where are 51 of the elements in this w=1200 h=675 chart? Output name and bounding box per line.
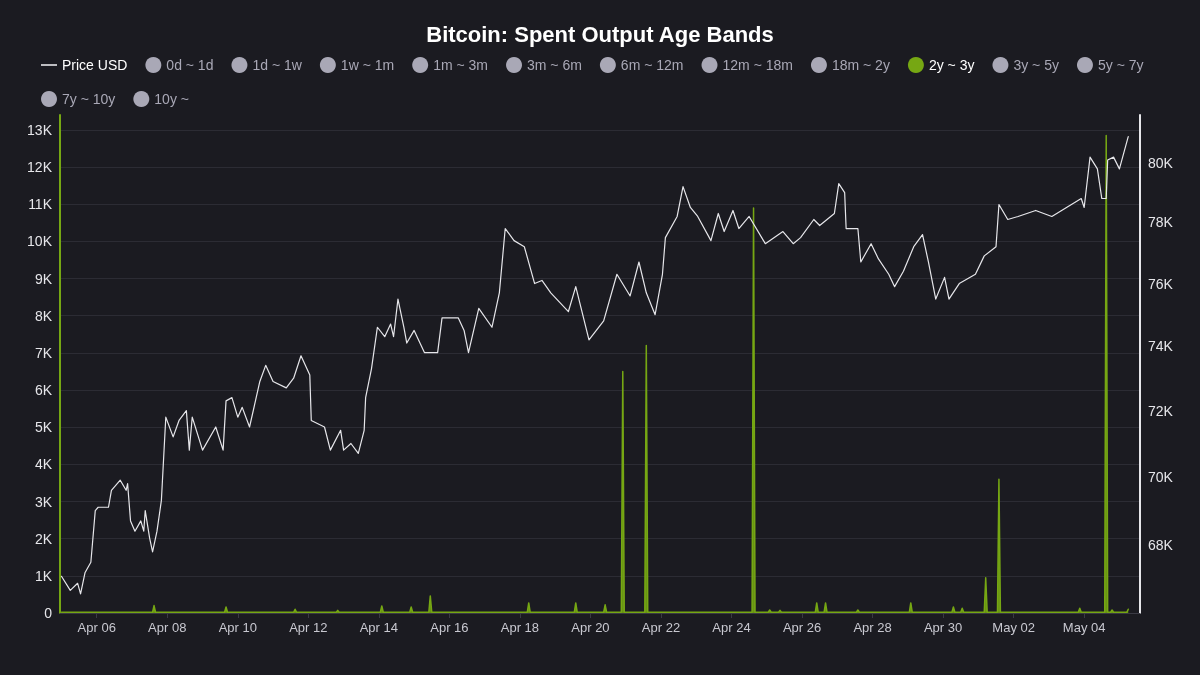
x-tick-label: Apr 10 — [218, 620, 257, 635]
x-tick-label: May 02 — [992, 620, 1035, 635]
legend-label: 1w ~ 1m — [340, 57, 395, 73]
y2-tick-label: 72K — [1148, 402, 1174, 419]
legend-label: 0d ~ 1d — [166, 57, 214, 73]
legend-label: 7y ~ 10y — [62, 91, 116, 107]
x-tick-label: Apr 20 — [571, 620, 610, 635]
x-tick-label: Apr 12 — [289, 620, 328, 635]
x-tick-label: Apr 14 — [359, 620, 399, 635]
y-tick-label: 11K — [28, 196, 53, 213]
y2-tick-label: 76K — [1148, 275, 1174, 292]
legend-label: 12m ~ 18m — [722, 57, 793, 73]
y-tick-label: 7K — [34, 344, 53, 361]
legend-label: 6m ~ 12m — [620, 57, 684, 73]
y-tick-label: 6K — [34, 382, 53, 399]
x-tick-label: May 04 — [1062, 620, 1106, 635]
x-tick-label: Apr 22 — [641, 620, 681, 635]
x-tick-label: Apr 18 — [500, 620, 540, 635]
legend-label: 3m ~ 6m — [527, 57, 582, 73]
legend-label: 5y ~ 7y — [1097, 57, 1144, 73]
x-tick-label: Apr 24 — [712, 620, 751, 635]
y-tick-label: 10K — [27, 233, 53, 250]
y-tick-label: 2K — [34, 530, 53, 547]
legend-label: 1d ~ 1w — [252, 57, 303, 73]
x-tick-label: Apr 30 — [923, 620, 963, 635]
y-tick-label: 9K — [34, 270, 53, 287]
y-tick-label: 5K — [34, 419, 53, 436]
legend-label: 10y ~ — [154, 91, 189, 107]
legend-label: Price USD — [62, 57, 128, 73]
y-tick-label: 12K — [27, 159, 53, 176]
y2-tick-label: 80K — [1148, 154, 1174, 171]
y-tick-label: 4K — [34, 456, 53, 473]
legend-label: 3y ~ 5y — [1013, 57, 1059, 73]
y-tick-label: 13K — [27, 121, 53, 138]
x-tick-label: Apr 08 — [148, 620, 187, 635]
x-tick-label: Apr 16 — [430, 620, 469, 635]
legend-label: 1m ~ 3m — [433, 57, 489, 73]
legend-label: 18m ~ 2y — [831, 57, 890, 73]
y2-tick-label: 78K — [1148, 214, 1174, 231]
y2-tick-label: 74K — [1148, 338, 1174, 355]
x-tick-label: Apr 06 — [77, 620, 116, 635]
y2-tick-label: 68K — [1148, 536, 1174, 553]
y-tick-label: 8K — [34, 307, 53, 324]
x-tick-label: Apr 26 — [782, 620, 822, 635]
x-tick-label: Apr 28 — [853, 620, 892, 635]
y-tick-label: 0 — [44, 605, 53, 621]
y-tick-label: 3K — [34, 493, 53, 510]
chart-title: Bitcoin: Spent Output Age Bands — [426, 21, 774, 47]
legend-label: 2y ~ 3y — [928, 57, 975, 73]
y2-tick-label: 70K — [1148, 468, 1174, 485]
y-tick-label: 1K — [34, 567, 53, 584]
